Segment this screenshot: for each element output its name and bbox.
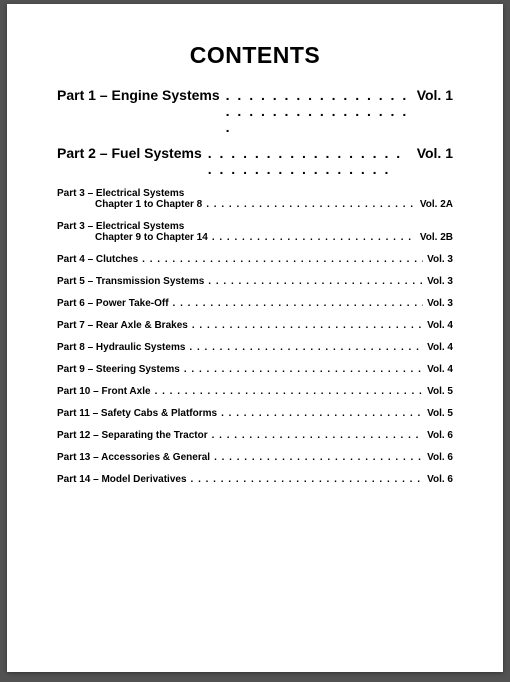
toc-leader-dots: . . . . . . . . . . . . . . . . . . . . … [226, 87, 411, 135]
toc-minor-volume: Vol. 2A [420, 199, 453, 210]
toc-minor-label: Part 13 – Accessories & General [57, 452, 210, 463]
toc-minor-row: Part 13 – Accessories & General . . . . .… [57, 452, 453, 463]
toc-minor-volume: Vol. 4 [427, 342, 453, 353]
toc-minor-row: Part 5 – Transmission Systems . . . . . .… [57, 276, 453, 287]
toc-leader-dots: . . . . . . . . . . . . . . . . . . . . … [191, 474, 424, 485]
toc-minor-label-line2: Chapter 1 to Chapter 8 [95, 199, 202, 210]
toc-leader-dots: . . . . . . . . . . . . . . . . . . . . … [212, 430, 423, 441]
toc-major-row: Part 1 – Engine Systems . . . . . . . . .… [57, 87, 453, 135]
toc-minor-volume: Vol. 2B [420, 232, 453, 243]
toc-minor-label-line2: Chapter 9 to Chapter 14 [95, 232, 208, 243]
toc-minor-row: Part 7 – Rear Axle & Brakes . . . . . . .… [57, 320, 453, 331]
toc-minor-single-wrap: Part 4 – Clutches . . . . . . . . . . . .… [57, 254, 453, 265]
page: CONTENTS Part 1 – Engine Systems . . . . … [7, 4, 503, 672]
toc-leader-dots: . . . . . . . . . . . . . . . . . . . . … [173, 298, 424, 309]
toc-major-label: Part 2 – Fuel Systems [57, 145, 202, 161]
toc-leader-dots: . . . . . . . . . . . . . . . . . . . . … [221, 408, 423, 419]
minor-entries-list: Part 3 – Electrical SystemsChapter 1 to … [57, 188, 453, 485]
toc-minor-single-wrap: Part 11 – Safety Cabs & Platforms . . . .… [57, 408, 453, 419]
toc-minor-single-wrap: Part 7 – Rear Axle & Brakes . . . . . . .… [57, 320, 453, 331]
toc-minor-label-line1: Part 3 – Electrical Systems [57, 188, 453, 199]
toc-minor-volume: Vol. 4 [427, 364, 453, 375]
toc-minor-label: Part 10 – Front Axle [57, 386, 151, 397]
toc-minor-row: Part 6 – Power Take-Off . . . . . . . . .… [57, 298, 453, 309]
toc-minor-volume: Vol. 3 [427, 276, 453, 287]
toc-minor-single-wrap: Part 12 – Separating the Tractor . . . . … [57, 430, 453, 441]
toc-minor-row: Part 3 – Electrical SystemsChapter 9 to … [57, 221, 453, 243]
toc-leader-dots: . . . . . . . . . . . . . . . . . . . . … [212, 232, 416, 243]
toc-minor-label: Part 11 – Safety Cabs & Platforms [57, 408, 217, 419]
toc-minor-label: Part 4 – Clutches [57, 254, 138, 265]
toc-major-volume: Vol. 1 [417, 145, 453, 161]
toc-minor-row: Part 9 – Steering Systems . . . . . . . .… [57, 364, 453, 375]
toc-leader-dots: . . . . . . . . . . . . . . . . . . . . … [189, 342, 423, 353]
toc-minor-row: Part 11 – Safety Cabs & Platforms . . . .… [57, 408, 453, 419]
toc-minor-single-wrap: Part 13 – Accessories & General . . . . .… [57, 452, 453, 463]
toc-minor-label: Part 14 – Model Derivatives [57, 474, 187, 485]
toc-leader-dots: . . . . . . . . . . . . . . . . . . . . … [184, 364, 423, 375]
major-entries-list: Part 1 – Engine Systems . . . . . . . . .… [57, 87, 453, 177]
toc-minor-label: Part 6 – Power Take-Off [57, 298, 169, 309]
toc-minor-volume: Vol. 3 [427, 254, 453, 265]
toc-minor-row: Part 4 – Clutches . . . . . . . . . . . .… [57, 254, 453, 265]
toc-leader-dots: . . . . . . . . . . . . . . . . . . . . … [208, 145, 411, 177]
toc-minor-volume: Vol. 6 [427, 474, 453, 485]
toc-minor-single-wrap: Part 5 – Transmission Systems . . . . . .… [57, 276, 453, 287]
toc-leader-dots: . . . . . . . . . . . . . . . . . . . . … [214, 452, 423, 463]
toc-minor-volume: Vol. 5 [427, 386, 453, 397]
toc-minor-label: Part 9 – Steering Systems [57, 364, 180, 375]
toc-minor-row: Part 10 – Front Axle . . . . . . . . . . … [57, 386, 453, 397]
toc-leader-dots: . . . . . . . . . . . . . . . . . . . . … [142, 254, 423, 265]
toc-minor-volume: Vol. 5 [427, 408, 453, 419]
toc-minor-line2-wrap: Chapter 9 to Chapter 14 . . . . . . . . .… [57, 232, 453, 243]
toc-major-row: Part 2 – Fuel Systems . . . . . . . . . .… [57, 145, 453, 177]
toc-major-label: Part 1 – Engine Systems [57, 87, 220, 103]
toc-minor-label: Part 7 – Rear Axle & Brakes [57, 320, 188, 331]
toc-major-volume: Vol. 1 [417, 87, 453, 103]
toc-minor-single-wrap: Part 8 – Hydraulic Systems . . . . . . . … [57, 342, 453, 353]
toc-minor-line2-wrap: Chapter 1 to Chapter 8 . . . . . . . . . … [57, 199, 453, 210]
toc-minor-volume: Vol. 3 [427, 298, 453, 309]
toc-minor-label: Part 8 – Hydraulic Systems [57, 342, 185, 353]
toc-minor-label-line1: Part 3 – Electrical Systems [57, 221, 453, 232]
toc-minor-volume: Vol. 6 [427, 452, 453, 463]
toc-leader-dots: . . . . . . . . . . . . . . . . . . . . … [208, 276, 423, 287]
toc-minor-row: Part 3 – Electrical SystemsChapter 1 to … [57, 188, 453, 210]
toc-minor-volume: Vol. 4 [427, 320, 453, 331]
toc-minor-single-wrap: Part 6 – Power Take-Off . . . . . . . . .… [57, 298, 453, 309]
contents-title: CONTENTS [57, 42, 453, 69]
toc-minor-volume: Vol. 6 [427, 430, 453, 441]
toc-leader-dots: . . . . . . . . . . . . . . . . . . . . … [155, 386, 424, 397]
toc-minor-row: Part 14 – Model Derivatives . . . . . . .… [57, 474, 453, 485]
toc-minor-single-wrap: Part 14 – Model Derivatives . . . . . . .… [57, 474, 453, 485]
toc-minor-label: Part 5 – Transmission Systems [57, 276, 204, 287]
toc-leader-dots: . . . . . . . . . . . . . . . . . . . . … [192, 320, 423, 331]
toc-minor-row: Part 8 – Hydraulic Systems . . . . . . . … [57, 342, 453, 353]
toc-minor-single-wrap: Part 9 – Steering Systems . . . . . . . .… [57, 364, 453, 375]
toc-minor-label: Part 12 – Separating the Tractor [57, 430, 208, 441]
toc-leader-dots: . . . . . . . . . . . . . . . . . . . . … [206, 199, 416, 210]
toc-minor-row: Part 12 – Separating the Tractor . . . . … [57, 430, 453, 441]
toc-minor-single-wrap: Part 10 – Front Axle . . . . . . . . . . … [57, 386, 453, 397]
